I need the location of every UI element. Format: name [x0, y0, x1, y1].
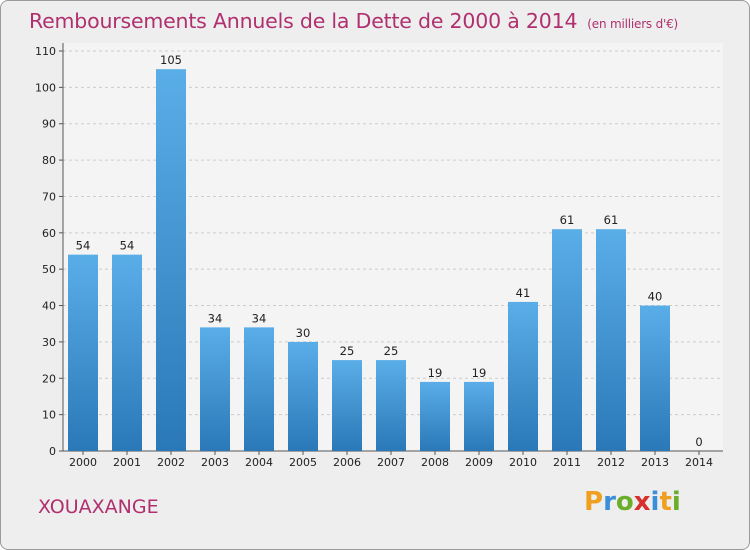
logo-letter: r	[603, 487, 616, 517]
y-tick-label: 30	[42, 336, 56, 349]
data-label: 30	[296, 326, 311, 340]
data-label: 25	[340, 344, 355, 358]
data-label: 0	[695, 435, 702, 449]
y-tick-label: 20	[42, 372, 56, 385]
logo-letter: x	[633, 487, 651, 517]
chart-title-text: Remboursements Annuels de la Dette de 20…	[29, 9, 578, 33]
y-tick-label: 50	[42, 263, 56, 276]
x-tick-label: 2012	[597, 456, 625, 469]
x-tick-label: 2007	[377, 456, 405, 469]
bar	[68, 254, 98, 451]
bar	[156, 69, 186, 451]
data-label: 105	[160, 53, 182, 67]
data-label: 41	[516, 286, 531, 300]
x-tick-label: 2002	[157, 456, 185, 469]
bar	[464, 381, 494, 451]
logo-letter: i	[650, 487, 660, 517]
data-label: 19	[428, 366, 443, 380]
x-tick-label: 2000	[69, 456, 97, 469]
x-tick-label: 2005	[289, 456, 317, 469]
y-tick-label: 70	[42, 190, 56, 203]
bar	[288, 341, 318, 451]
bar	[552, 229, 582, 451]
bar	[200, 327, 230, 451]
bar	[244, 327, 274, 451]
logo-letter: o	[615, 487, 634, 517]
commune-name: XOUAXANGE	[38, 496, 159, 518]
x-tick-label: 2010	[509, 456, 537, 469]
x-tick-label: 2004	[245, 456, 273, 469]
x-tick-label: 2003	[201, 456, 229, 469]
bar	[420, 381, 450, 451]
x-tick-label: 2001	[113, 456, 141, 469]
y-tick-label: 40	[42, 300, 56, 313]
y-tick-label: 90	[42, 118, 56, 131]
data-label: 54	[76, 239, 91, 253]
chart-subtitle: (en milliers d'€)	[587, 17, 679, 31]
x-tick-label: 2006	[333, 456, 361, 469]
data-label: 34	[208, 311, 223, 325]
y-tick-label: 10	[42, 409, 56, 422]
y-tick-label: 110	[35, 45, 56, 58]
y-tick-label: 100	[35, 81, 56, 94]
bar	[508, 301, 538, 451]
data-label: 54	[120, 239, 135, 253]
bar	[596, 229, 626, 451]
data-label: 25	[384, 344, 399, 358]
y-tick-label: 60	[42, 227, 56, 240]
chart-title: Remboursements Annuels de la Dette de 20…	[29, 9, 678, 33]
x-tick-label: 2014	[685, 456, 713, 469]
data-label: 61	[560, 213, 575, 227]
x-tick-label: 2013	[641, 456, 669, 469]
bar	[640, 305, 670, 451]
data-label: 40	[648, 290, 663, 304]
logo-letter: t	[659, 487, 672, 517]
x-tick-label: 2011	[553, 456, 581, 469]
proxiti-logo: Proxiti	[584, 487, 681, 517]
bar	[376, 360, 406, 451]
data-label: 34	[252, 311, 267, 325]
logo-letter: P	[584, 487, 604, 517]
y-tick-label: 0	[49, 445, 56, 458]
x-tick-label: 2009	[465, 456, 493, 469]
bar	[112, 254, 142, 451]
x-tick-label: 2008	[421, 456, 449, 469]
y-tick-label: 80	[42, 154, 56, 167]
data-label: 61	[604, 213, 619, 227]
logo-letter: i	[671, 487, 681, 517]
bar	[332, 360, 362, 451]
data-label: 19	[472, 366, 487, 380]
